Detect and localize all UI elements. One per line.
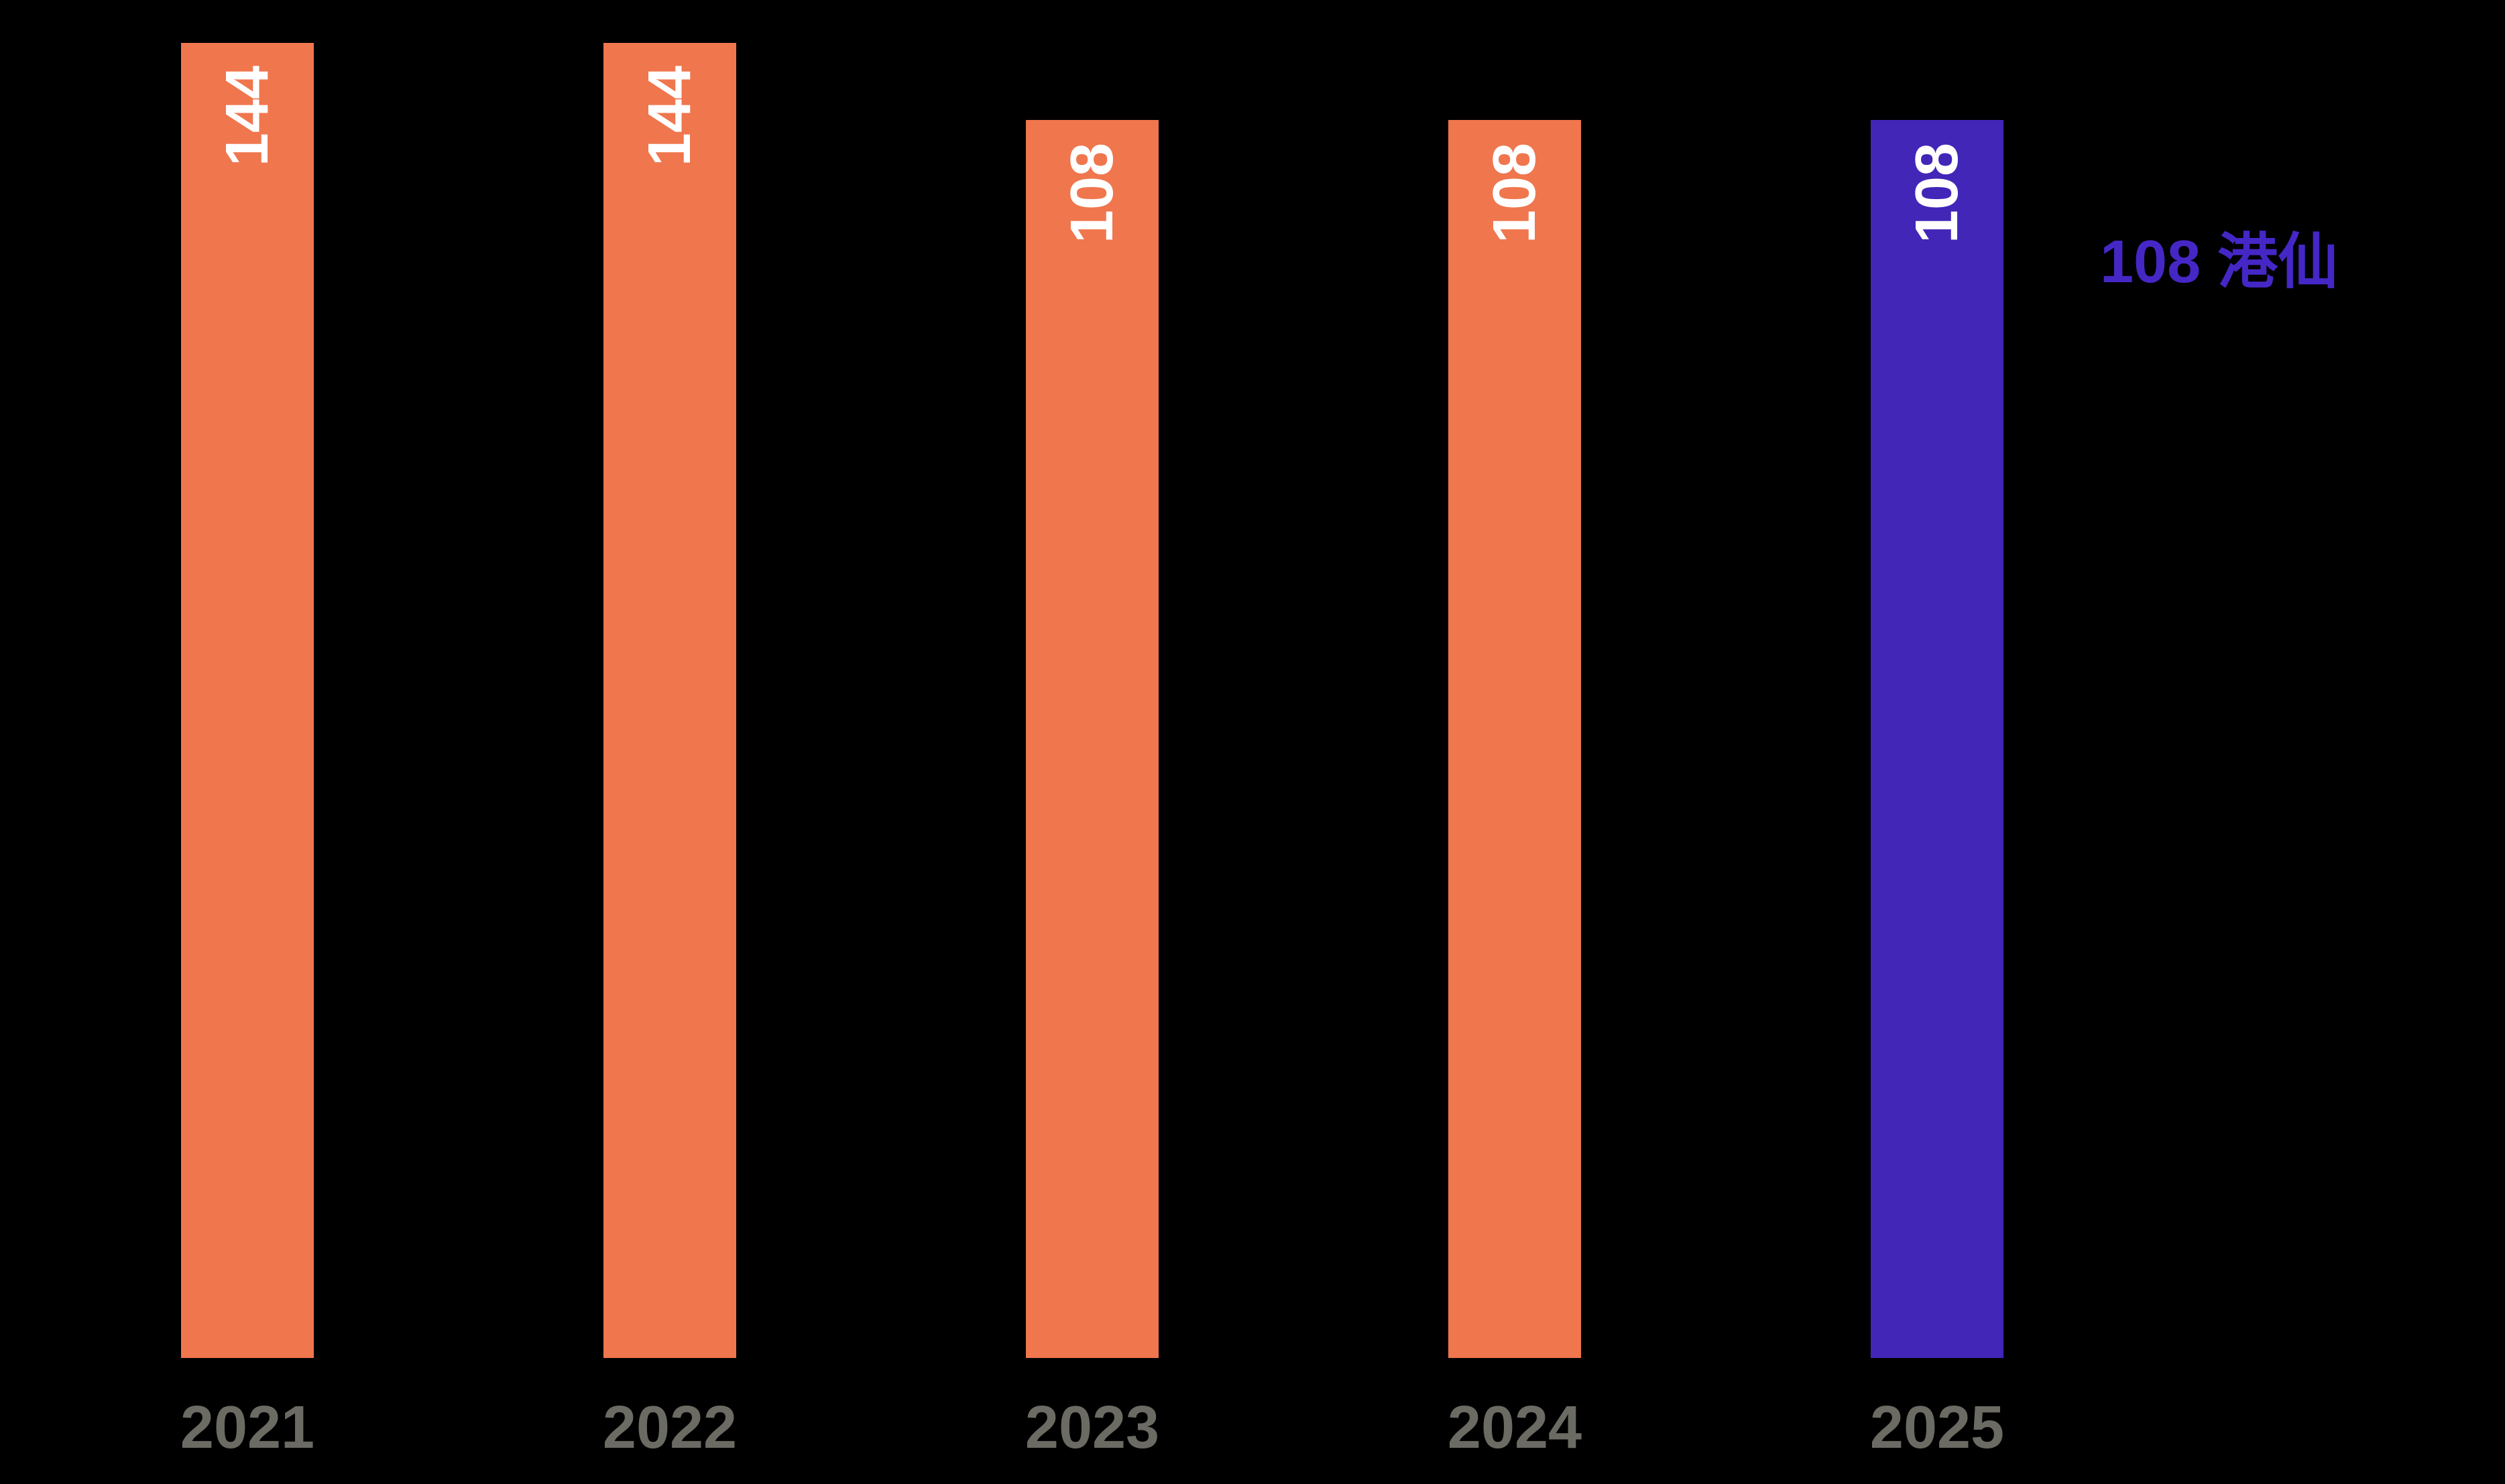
bar-value-label-2023: 108 <box>1059 142 1126 244</box>
bar-2024: 108 <box>1448 120 1581 1358</box>
category-label-2025: 2025 <box>1869 1394 2005 1461</box>
bar-value-label-2025: 108 <box>1904 142 1971 244</box>
bar-2023: 108 <box>1026 120 1159 1358</box>
highlight-value-annotation: 108 港仙 <box>2100 229 2339 296</box>
bar-value-label-2021: 144 <box>214 65 281 167</box>
bar-2022: 144 <box>603 43 736 1358</box>
bar-2021: 144 <box>181 43 314 1358</box>
bar-2025: 108 <box>1871 120 2003 1358</box>
category-label-2024: 2024 <box>1447 1394 1582 1461</box>
category-label-2021: 2021 <box>180 1394 315 1461</box>
category-label-2022: 2022 <box>602 1394 738 1461</box>
category-label-2023: 2023 <box>1025 1394 1160 1461</box>
bar-value-label-2022: 144 <box>636 65 703 167</box>
bar-value-label-2024: 108 <box>1481 142 1548 244</box>
